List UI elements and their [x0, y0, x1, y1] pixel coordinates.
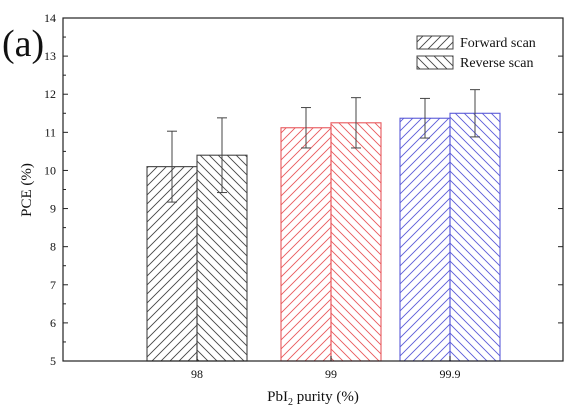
y-tick-label: 5	[50, 354, 56, 368]
x-axis: 98 99 99.9	[191, 356, 461, 381]
y-tick-label: 7	[50, 278, 56, 292]
legend-label-reverse: Reverse scan	[460, 56, 533, 71]
error-bar-99.9-forward	[420, 97, 430, 139]
x-axis-label: PbI2 purity (%)	[267, 389, 359, 408]
y-axis-label: PCE (%)	[19, 163, 35, 217]
bars-group	[146, 112, 501, 362]
bar-99-forward	[280, 127, 332, 362]
y-axis: 5 6 7 8 9 10 11 12 13 14	[44, 11, 563, 368]
bar-99-reverse	[330, 122, 382, 362]
x-tick-label: 99.9	[440, 367, 461, 381]
error-bars-group	[167, 89, 480, 203]
x-tick-label: 98	[191, 367, 203, 381]
x-tick-label: 99	[325, 367, 337, 381]
y-tick-label: 10	[44, 163, 56, 177]
legend-swatch-reverse	[416, 55, 454, 70]
legend-label-forward: Forward scan	[460, 36, 536, 51]
error-bar-98-reverse	[217, 117, 227, 194]
error-bar-98-forward	[167, 130, 177, 203]
legend: Forward scan Reverse scan	[416, 35, 536, 71]
y-tick-label: 11	[44, 125, 56, 139]
panel-label: (a)	[2, 23, 44, 65]
error-bar-99-forward	[301, 107, 311, 149]
y-tick-label: 12	[44, 87, 56, 101]
y-tick-label: 6	[50, 316, 56, 330]
bar-99.9-forward	[399, 117, 451, 362]
y-tick-label: 14	[44, 11, 56, 25]
y-tick-label: 8	[50, 240, 56, 254]
y-tick-label: 9	[50, 202, 56, 216]
legend-swatch-forward	[416, 35, 454, 50]
error-bar-99.9-reverse	[470, 89, 480, 138]
bar-99.9-reverse	[449, 112, 501, 362]
y-tick-label: 13	[44, 49, 56, 63]
error-bar-99-reverse	[351, 97, 361, 149]
